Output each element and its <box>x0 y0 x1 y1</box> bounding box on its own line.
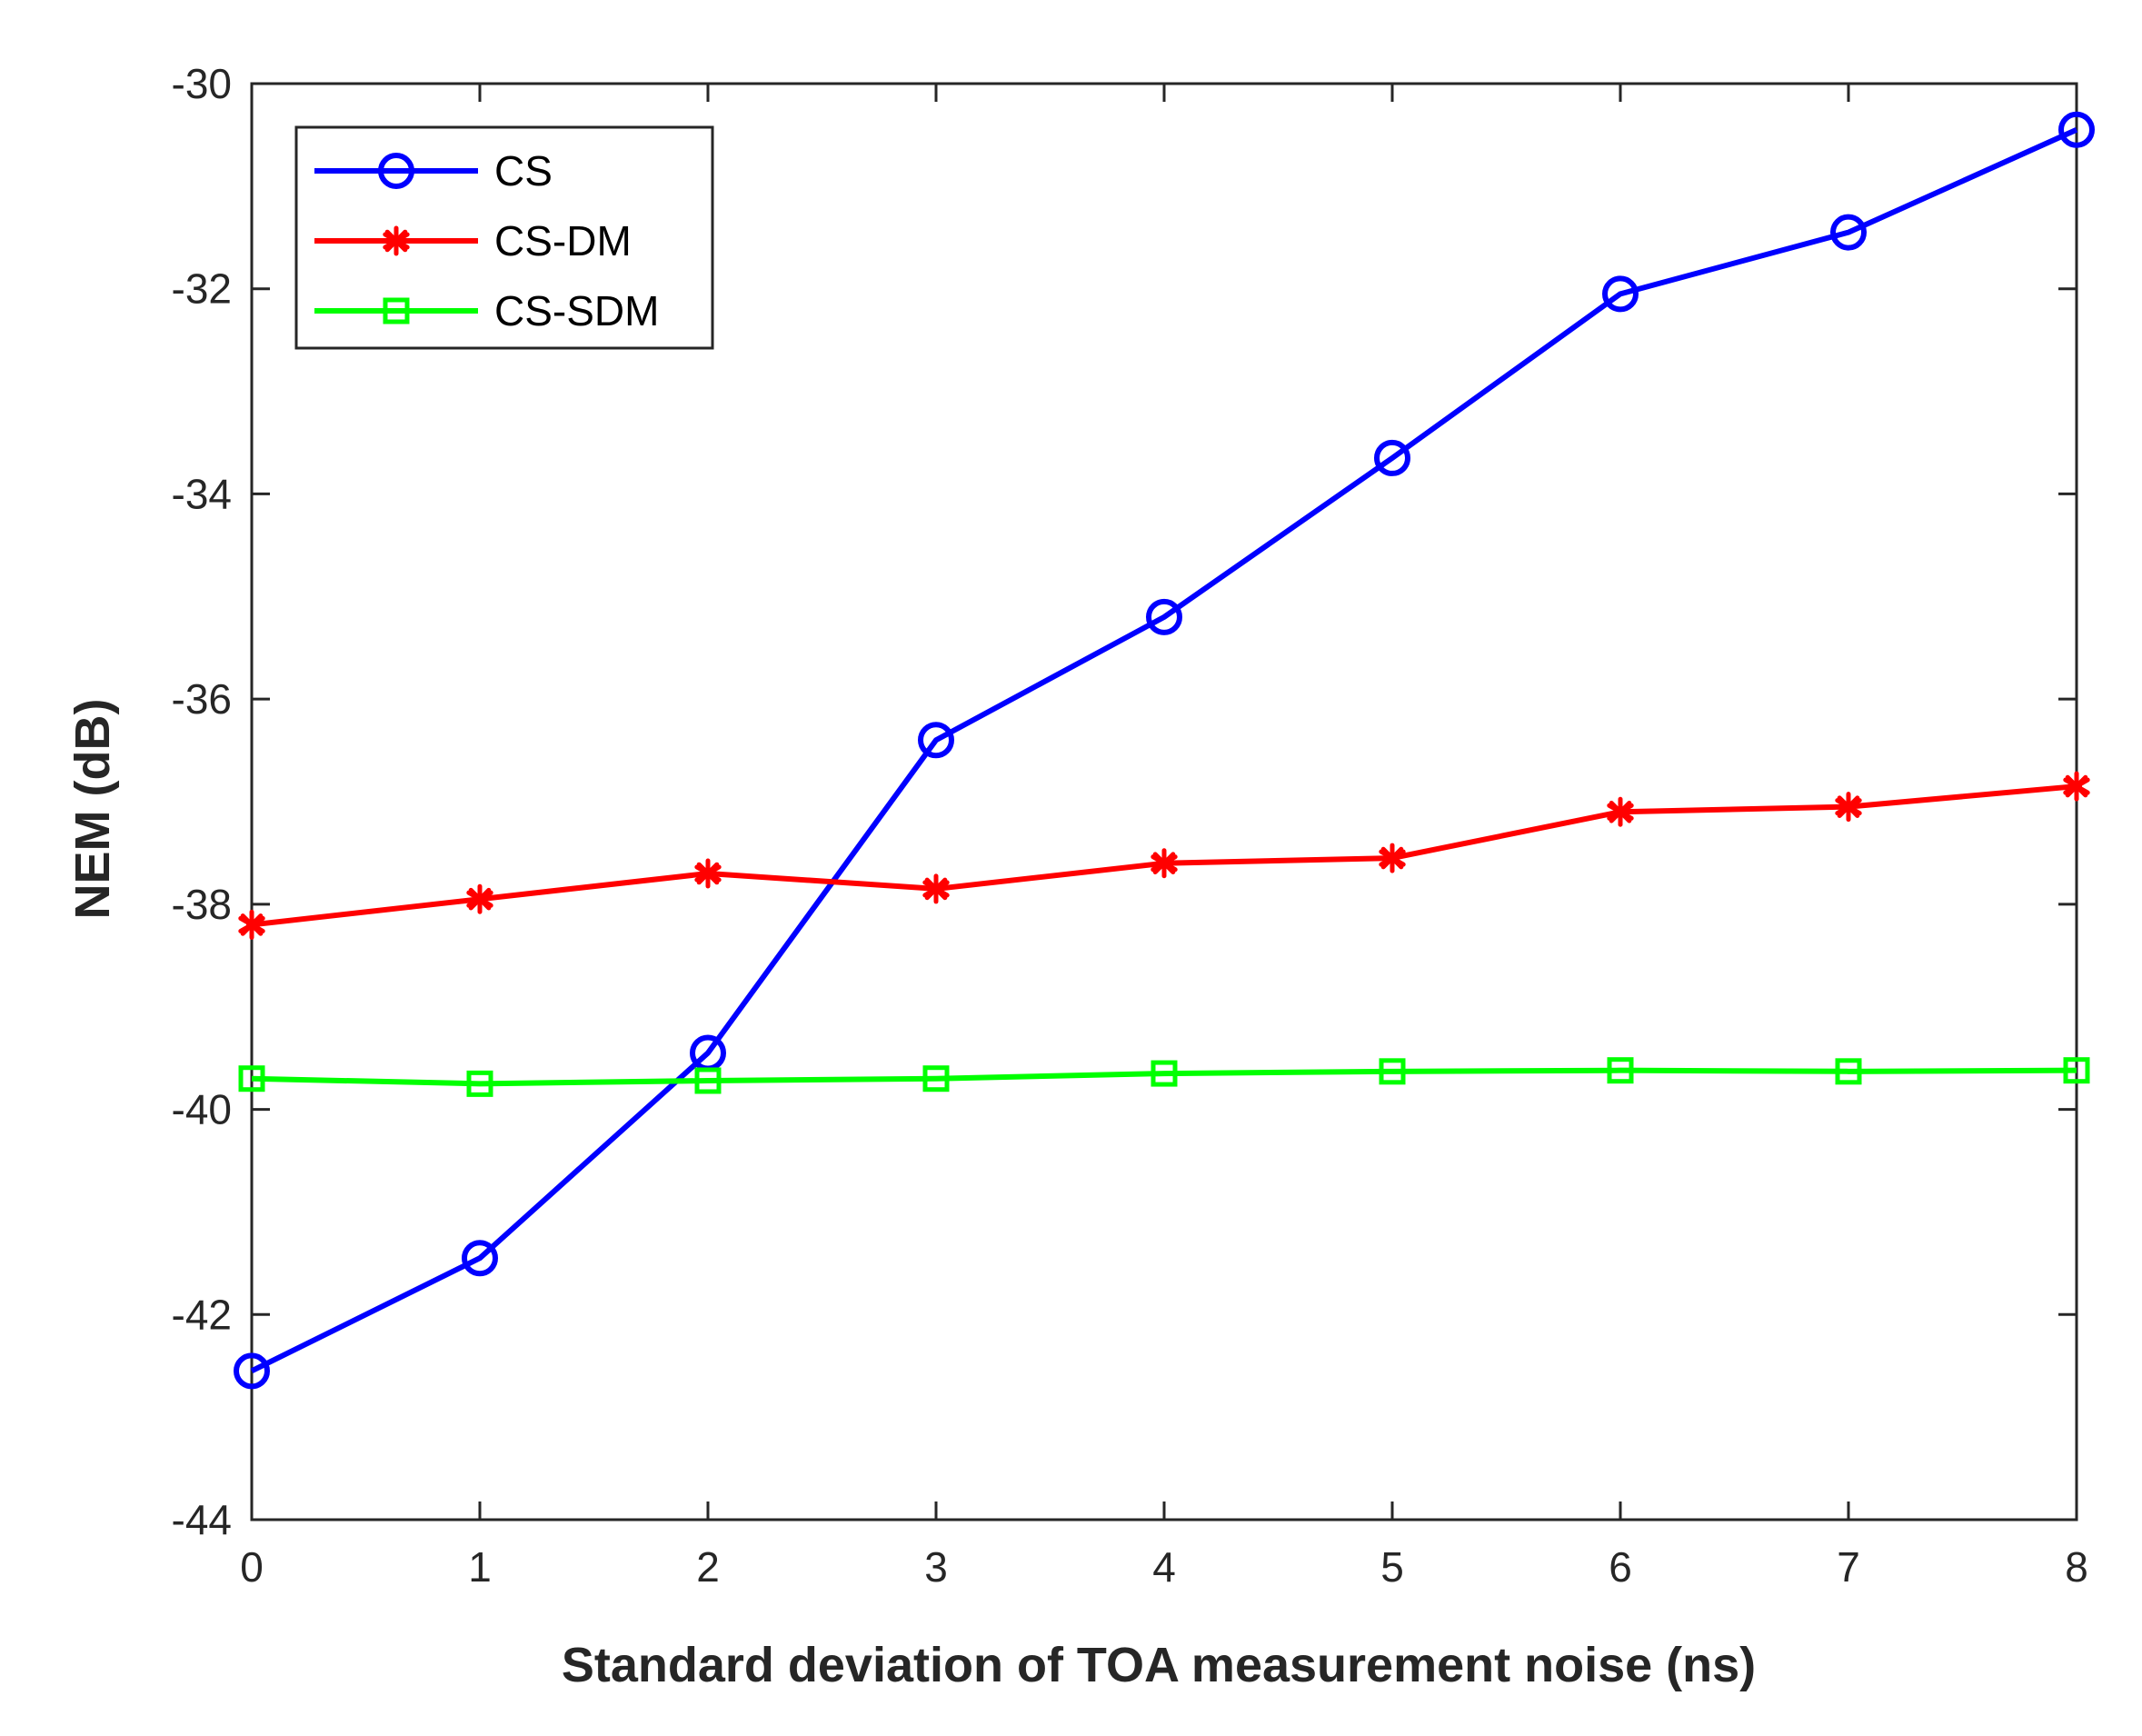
data-point-cs-sdm <box>466 1070 493 1097</box>
y-tick-label: -34 <box>172 470 232 517</box>
data-point-cs-sdm <box>2063 1057 2090 1084</box>
series-cs <box>234 111 2095 1390</box>
x-axis-label: Standard deviation of TOA measurement no… <box>562 1638 1756 1692</box>
x-tick-label: 0 <box>240 1543 264 1591</box>
data-point-cs <box>1146 598 1182 635</box>
y-tick-label: -36 <box>172 675 232 723</box>
data-point-cs <box>1374 439 1410 476</box>
legend-marker <box>383 297 410 324</box>
y-tick-label: -32 <box>172 265 232 313</box>
data-point-cs-dm <box>1151 848 1178 879</box>
data-point-cs-dm <box>2063 771 2090 802</box>
asterisk-core <box>931 883 941 894</box>
asterisk-core <box>474 893 485 905</box>
series-line-cs <box>250 127 2078 1374</box>
data-point-cs-sdm <box>694 1067 722 1094</box>
x-tick-label: 6 <box>1609 1543 1632 1591</box>
x-tick-label: 2 <box>696 1543 720 1591</box>
data-point-cs <box>918 722 954 759</box>
y-tick-label: -40 <box>172 1086 232 1133</box>
data-point-cs-dm <box>1835 792 1862 823</box>
asterisk-core <box>1843 801 1854 813</box>
series-line-cs-sdm <box>251 1067 2077 1087</box>
y-axis-label: NEM (dB) <box>65 699 120 920</box>
data-point-cs-dm <box>238 909 265 940</box>
data-point-cs-sdm <box>1151 1060 1178 1087</box>
legend-label: CS-DM <box>494 217 632 264</box>
asterisk-core <box>2071 781 2082 793</box>
data-point-cs <box>1830 214 1867 251</box>
data-point-cs-sdm <box>1835 1058 1862 1085</box>
data-point-cs <box>1602 275 1639 313</box>
data-point-cs-sdm <box>922 1065 950 1092</box>
data-point-cs <box>234 1352 270 1390</box>
data-point-cs-dm <box>466 883 493 914</box>
data-point-cs-sdm <box>1607 1057 1634 1084</box>
x-tick-label: 1 <box>468 1543 492 1591</box>
legend-label: CS <box>494 147 553 195</box>
series-cs-sdm <box>238 1057 2090 1097</box>
y-tick-label: -44 <box>172 1496 232 1543</box>
data-point-cs-dm <box>922 873 950 904</box>
y-tick-label: -38 <box>172 881 232 928</box>
data-point-cs-sdm <box>1379 1058 1406 1085</box>
x-tick-label: 7 <box>1837 1543 1860 1591</box>
x-tick-label: 5 <box>1380 1543 1404 1591</box>
asterisk-core <box>1387 853 1398 864</box>
asterisk-core <box>391 235 402 246</box>
asterisk-core <box>702 868 713 879</box>
x-tick-label: 4 <box>1152 1543 1176 1591</box>
data-point-cs-dm <box>694 858 722 889</box>
y-tick-label: -30 <box>172 60 232 107</box>
legend-label: CS-SDM <box>494 287 659 334</box>
data-point-cs-sdm <box>238 1065 265 1092</box>
asterisk-core <box>246 919 257 931</box>
legend: CS CS-DM CS-SDM <box>294 125 714 350</box>
series-layer <box>234 111 2095 1390</box>
axes: 0 1 2 3 4 5 6 7 8 -44 -42 -40 -38 -36 -34 -32 -30 <box>172 60 2088 1591</box>
asterisk-core <box>1615 806 1626 818</box>
legend-marker <box>383 225 410 256</box>
series-cs-dm <box>238 771 2090 940</box>
data-point-cs <box>462 1240 498 1277</box>
asterisk-core <box>1159 857 1170 869</box>
x-tick-label: 8 <box>2065 1543 2088 1591</box>
data-point-cs <box>2058 111 2095 148</box>
legend-entry-cs: CS <box>314 147 553 195</box>
x-tick-label: 3 <box>924 1543 948 1591</box>
y-tick-label: -42 <box>172 1291 232 1338</box>
legend-entry-cs-sdm: CS-SDM <box>314 287 659 334</box>
data-point-cs-dm <box>1607 796 1634 827</box>
legend-marker <box>378 153 414 189</box>
legend-entry-cs-dm: CS-DM <box>314 217 632 264</box>
data-point-cs-dm <box>1379 843 1406 873</box>
